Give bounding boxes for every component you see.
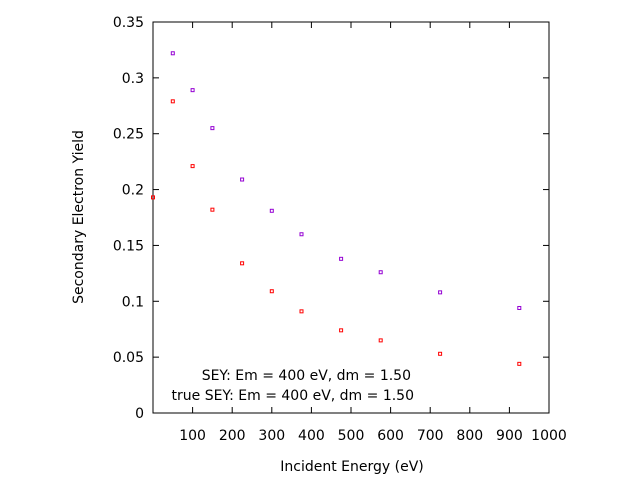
x-tick-label: 300 bbox=[258, 428, 285, 444]
x-tick-label: 900 bbox=[496, 428, 523, 444]
x-tick-label: 200 bbox=[219, 428, 246, 444]
y-tick-label: 0.05 bbox=[113, 350, 144, 366]
point-series-1 bbox=[438, 351, 443, 356]
point-series-0 bbox=[269, 208, 274, 213]
point-series-0 bbox=[170, 51, 175, 56]
point-series-1 bbox=[299, 309, 304, 314]
x-axis-label: Incident Energy (eV) bbox=[280, 459, 423, 475]
y-tick-label: 0.3 bbox=[122, 71, 144, 87]
point-series-0 bbox=[299, 232, 304, 237]
data-points bbox=[151, 51, 522, 366]
y-tick-label: 0.1 bbox=[122, 294, 144, 310]
point-series-0 bbox=[438, 290, 443, 295]
point-series-1 bbox=[240, 261, 245, 266]
point-series-1 bbox=[190, 164, 195, 169]
x-tick-label: 800 bbox=[456, 428, 483, 444]
y-tick-label: 0.2 bbox=[122, 183, 144, 199]
point-series-1 bbox=[339, 328, 344, 333]
x-tick-label: 500 bbox=[338, 428, 365, 444]
y-tick-label: 0.25 bbox=[113, 127, 144, 143]
point-series-1 bbox=[170, 99, 175, 104]
legend-entry-sey: SEY: Em = 400 eV, dm = 1.50 bbox=[202, 368, 411, 384]
axis-ticks bbox=[153, 21, 550, 414]
point-series-0 bbox=[240, 177, 245, 182]
x-tick-label: 100 bbox=[179, 428, 206, 444]
point-series-1 bbox=[210, 207, 215, 212]
x-tick-label: 1000 bbox=[531, 428, 567, 444]
point-series-0 bbox=[378, 270, 383, 275]
plot-frame bbox=[152, 21, 550, 414]
x-tick-label: 400 bbox=[298, 428, 325, 444]
legend: SEY: Em = 400 eV, dm = 1.50 true SEY: Em… bbox=[172, 368, 414, 404]
point-series-0 bbox=[190, 88, 195, 93]
tick-labels: 0 0.05 0.1 0.15 0.2 0.25 0.3 0.35 100 200 300 400 50… bbox=[113, 15, 567, 444]
y-axis-label: Secondary Electron Yield bbox=[71, 130, 87, 304]
point-series-1 bbox=[517, 361, 522, 366]
y-tick-label: 0.15 bbox=[113, 238, 144, 254]
point-series-0 bbox=[517, 305, 522, 310]
point-series-0 bbox=[339, 256, 344, 261]
point-series-1 bbox=[269, 289, 274, 294]
y-tick-label: 0 bbox=[135, 406, 144, 422]
point-series-1 bbox=[378, 338, 383, 343]
x-tick-label: 700 bbox=[417, 428, 444, 444]
x-tick-label: 600 bbox=[377, 428, 404, 444]
y-tick-label: 0.35 bbox=[113, 15, 144, 31]
point-series-1 bbox=[151, 195, 155, 200]
point-series-0 bbox=[210, 126, 215, 131]
legend-entry-true-sey: true SEY: Em = 400 eV, dm = 1.50 bbox=[172, 388, 414, 404]
